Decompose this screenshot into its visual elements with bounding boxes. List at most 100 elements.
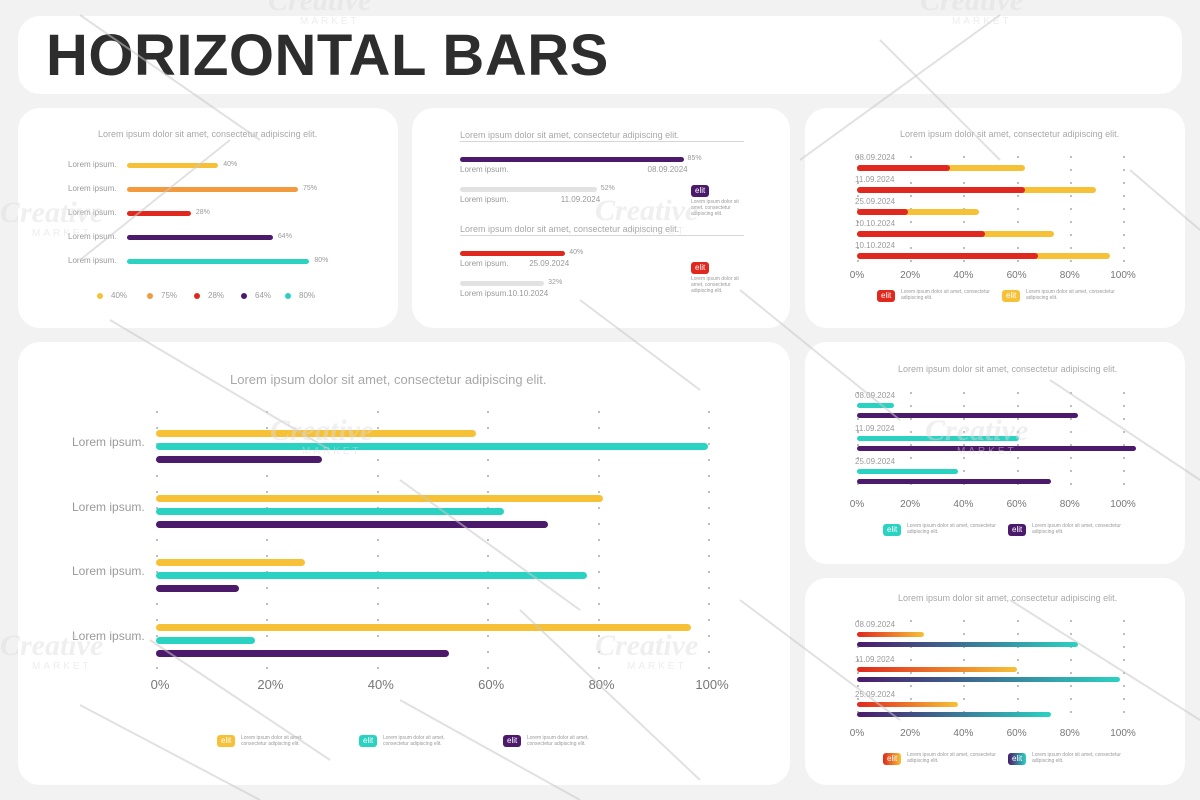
grid-dot — [1123, 156, 1125, 158]
row-label: Lorem ipsum. — [68, 232, 117, 241]
grid-dot — [487, 427, 490, 429]
grid-dot — [963, 431, 966, 433]
grid-dot — [910, 260, 913, 262]
legend-text: Lorem ipsum dolor sit amet, consectetur — [1032, 752, 1121, 758]
legend-badge: elit — [217, 735, 236, 747]
grid-dot — [1123, 260, 1125, 262]
value-label: 75% — [303, 185, 318, 192]
grid-dot — [857, 457, 859, 459]
bar-b — [857, 479, 1052, 484]
grid-dot — [963, 620, 966, 622]
bar-b — [857, 209, 980, 215]
grid-dot — [376, 619, 379, 621]
bar — [156, 430, 477, 437]
x-tick-label: 40% — [367, 677, 394, 692]
legend-badge: elit — [877, 290, 896, 302]
grid-dot — [857, 444, 859, 446]
divider — [460, 235, 744, 236]
watermark-text: Creative — [268, 0, 371, 17]
grid-dot — [1016, 405, 1019, 407]
panel-date-pairs — [805, 108, 1185, 328]
date-label: 11.09.2024 — [855, 175, 895, 184]
legend-text: Lorem ipsum dolor sit amet, consectetur — [1026, 289, 1115, 295]
grid-dot — [910, 483, 913, 485]
grid-dot — [376, 491, 379, 493]
grid-dot — [1069, 698, 1072, 700]
legend-text: adipiscing elit. — [1032, 758, 1064, 764]
grid-dot — [910, 418, 913, 420]
grid-dot — [963, 405, 966, 407]
x-tick-label: 40% — [953, 728, 974, 739]
grid-dot — [1069, 169, 1072, 171]
grid-dot — [376, 555, 379, 557]
grid-dot — [1016, 247, 1019, 249]
grid-dot — [376, 411, 379, 413]
bar — [156, 494, 604, 502]
grid-dot — [1123, 208, 1125, 210]
grid-dot — [910, 221, 913, 223]
date-label: 25.09.2024 — [855, 457, 896, 466]
panel1-subtitle: Lorem ipsum dolor sit amet, consectetur … — [98, 129, 318, 139]
legend-text: Lorem ipsum dolor sit amet, consectetur — [907, 752, 996, 758]
grid-dot — [266, 475, 269, 477]
x-tick-label: 60% — [1006, 270, 1027, 281]
grid-dot — [708, 619, 710, 621]
grid-dot — [1069, 247, 1072, 249]
grid-dot — [376, 427, 379, 429]
grid-dot — [1123, 182, 1125, 184]
date-label: 25.09.2024 — [855, 690, 896, 699]
grid-dot — [1016, 418, 1019, 420]
legend-dot — [241, 293, 247, 299]
grid-dot — [1016, 659, 1019, 661]
grid-dot — [910, 659, 913, 661]
group-heading: Lorem ipsum dolor sit amet, consectetur … — [460, 130, 680, 140]
grid-dot — [1016, 483, 1019, 485]
x-tick-label: 80% — [1059, 728, 1080, 739]
bar — [127, 163, 219, 168]
grid-dot — [487, 475, 490, 477]
grid-dot — [597, 603, 600, 605]
grid-dot — [1069, 470, 1072, 472]
grid-dot — [597, 475, 600, 477]
grid-dot — [857, 221, 859, 223]
progress-value: 40% — [569, 249, 584, 256]
bar-a — [857, 469, 959, 474]
grid-dot — [708, 571, 710, 573]
legend-text: Lorem ipsum dolor sit amet, consectetur — [907, 523, 996, 529]
bar-a — [857, 436, 1020, 441]
grid-dot — [910, 685, 913, 687]
grid-dot — [1069, 418, 1072, 420]
bar-b — [857, 712, 1052, 717]
grid-dot — [963, 247, 966, 249]
bar — [156, 572, 587, 579]
legend-dot — [147, 293, 153, 299]
grid-dot — [910, 195, 913, 197]
x-tick-label: 80% — [588, 677, 615, 692]
grid-dot — [487, 619, 490, 621]
grid-dot — [1069, 685, 1072, 687]
grid-dot — [1016, 182, 1019, 184]
value-label: 80% — [314, 257, 329, 264]
grid-dot — [1069, 182, 1072, 184]
x-tick-label: 80% — [1059, 499, 1080, 510]
bar-a — [857, 702, 959, 707]
bar-a — [857, 667, 1017, 672]
grid-dot — [910, 620, 913, 622]
grid-dot — [963, 646, 966, 648]
grid-dot — [1069, 672, 1072, 674]
progress-bar — [460, 251, 566, 256]
x-tick-label: 0% — [849, 270, 865, 281]
grid-dot — [376, 603, 379, 605]
value-label: 64% — [277, 233, 292, 240]
date-label: 08.09.2024 — [855, 153, 896, 162]
grid-dot — [1123, 392, 1125, 394]
grid-dot — [963, 483, 966, 485]
grid-dot — [708, 555, 710, 557]
badge-note: Lorem ipsum dolor sit — [691, 199, 739, 205]
grid-dot — [910, 457, 913, 459]
grid-dot — [1123, 685, 1125, 687]
grid-dot — [857, 431, 859, 433]
legend-text: adipiscing elit. — [1032, 529, 1064, 535]
legend-dot — [194, 293, 200, 299]
bar — [127, 259, 310, 264]
